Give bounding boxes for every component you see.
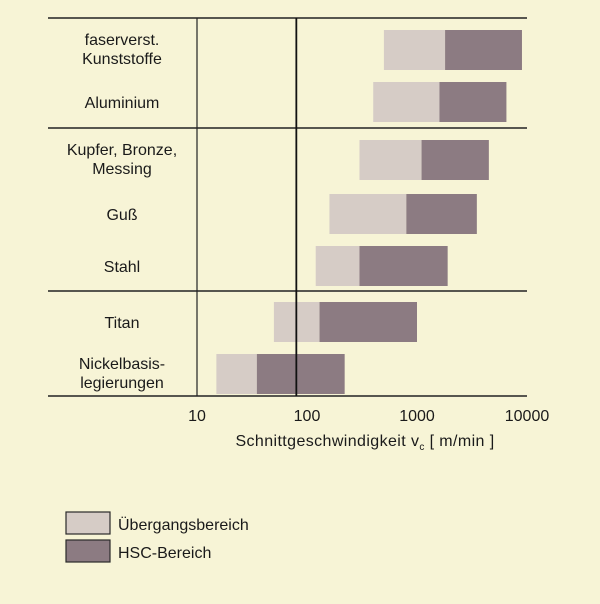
x-tick-labels: 10 100 1000 10000 [188,408,549,425]
x-tick-label-2: 1000 [399,408,435,425]
legend-label-0: Übergangsbereich [118,516,249,534]
hsc-bar-6 [256,354,345,394]
hsc-bar-3 [406,194,477,234]
hsc-bar-2 [421,140,489,180]
uebergang-bar-2 [359,140,422,180]
legend: Übergangsbereich HSC-Bereich [65,511,249,563]
uebergang-bar-6 [216,354,257,394]
category-label-3: Guß [106,207,137,224]
category-label-0: faserverst. Kunststoffe [82,32,162,68]
hsc-bar-4 [359,246,448,286]
hsc-bar-5 [319,302,417,342]
category-labels: faserverst. Kunststoffe Aluminium Kupfer, B… [67,32,177,392]
legend-label-1: HSC-Bereich [118,545,211,562]
uebergang-bar-0 [383,30,446,70]
uebergang-bar-1 [373,82,440,122]
category-label-4: Stahl [104,259,140,276]
legend-swatch-0 [65,511,111,535]
chart-frame [48,17,527,397]
uebergang-bar-3 [329,194,407,234]
x-tick-label-1: 100 [294,408,321,425]
hsc-bar-1 [439,82,507,122]
category-label-6: Nickelbasis-legierungen [79,356,165,392]
category-label-5: Titan [105,315,140,332]
category-label-1: Aluminium [85,95,160,112]
bar-layer [216,30,522,394]
x-tick-label-3: 10000 [505,408,550,425]
x-axis-label: Schnittgeschwindigkeit vc [ m/min ] [235,433,494,453]
legend-swatch-1 [65,539,111,563]
hsc-bar-0 [445,30,522,70]
uebergang-bar-4 [315,246,360,286]
x-tick-label-0: 10 [188,408,206,425]
category-label-2: Kupfer, Bronze, Messing [67,142,177,178]
